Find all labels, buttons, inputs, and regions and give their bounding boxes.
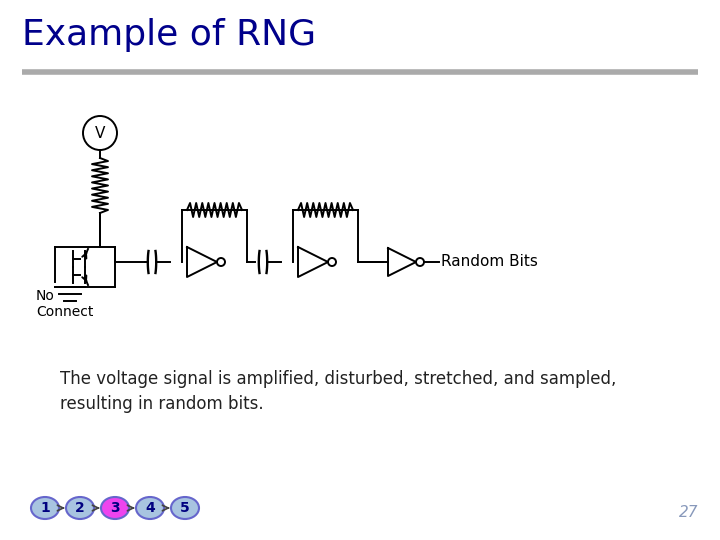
Text: 1: 1 bbox=[40, 501, 50, 515]
Text: Random Bits: Random Bits bbox=[441, 254, 538, 269]
Text: 4: 4 bbox=[145, 501, 155, 515]
Text: 2: 2 bbox=[75, 501, 85, 515]
Text: No
Connect: No Connect bbox=[36, 289, 94, 319]
Text: 3: 3 bbox=[110, 501, 120, 515]
Text: The voltage signal is amplified, disturbed, stretched, and sampled,
resulting in: The voltage signal is amplified, disturb… bbox=[60, 370, 616, 413]
Circle shape bbox=[328, 258, 336, 266]
Circle shape bbox=[217, 258, 225, 266]
Ellipse shape bbox=[66, 497, 94, 519]
Circle shape bbox=[416, 258, 424, 266]
Ellipse shape bbox=[171, 497, 199, 519]
Text: V: V bbox=[95, 125, 105, 140]
Text: 5: 5 bbox=[180, 501, 190, 515]
Ellipse shape bbox=[101, 497, 129, 519]
Ellipse shape bbox=[136, 497, 164, 519]
Text: 27: 27 bbox=[678, 505, 698, 520]
Text: Example of RNG: Example of RNG bbox=[22, 18, 316, 52]
Ellipse shape bbox=[31, 497, 59, 519]
